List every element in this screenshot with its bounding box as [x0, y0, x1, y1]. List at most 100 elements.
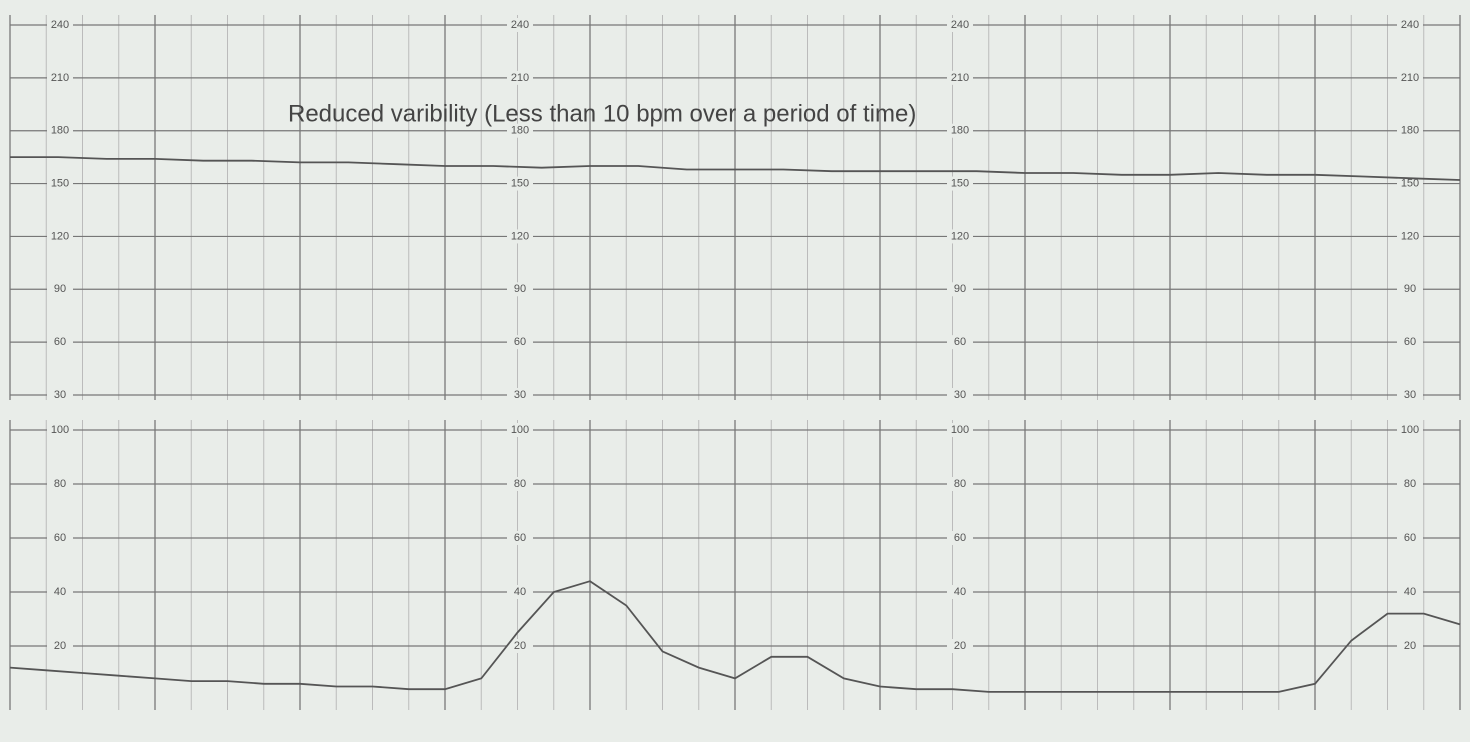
tick-label-bg — [47, 585, 73, 599]
tick-label-bg — [47, 176, 73, 191]
y-tick-label: 60 — [954, 532, 966, 544]
tick-label-bg — [507, 423, 533, 437]
y-tick-label: 240 — [951, 19, 969, 31]
tick-label-bg — [1397, 388, 1423, 402]
tick-label-bg — [47, 335, 73, 350]
y-tick-label: 30 — [54, 389, 66, 401]
y-tick-label: 60 — [54, 532, 66, 544]
tick-label-bg — [947, 123, 973, 138]
tick-label-bg — [947, 18, 973, 32]
tick-label-bg — [1397, 70, 1423, 85]
y-tick-label: 30 — [1404, 389, 1416, 401]
y-tick-label: 120 — [951, 230, 969, 242]
tick-label-bg — [947, 423, 973, 437]
y-tick-label: 90 — [954, 283, 966, 295]
tick-label-bg — [47, 70, 73, 85]
vertical-grid — [9, 15, 1461, 710]
y-tick-label: 150 — [951, 177, 969, 189]
y-tick-label: 60 — [954, 336, 966, 348]
tick-label-bg — [1397, 477, 1423, 491]
tick-label-bg — [507, 335, 533, 350]
tick-label-bg — [507, 282, 533, 297]
tick-label-bg — [507, 585, 533, 599]
tick-label-bg — [1397, 423, 1423, 437]
y-tick-label: 240 — [51, 19, 69, 31]
y-tick-label: 180 — [951, 125, 969, 137]
y-tick-label: 100 — [1401, 424, 1419, 436]
tick-label-bg — [947, 176, 973, 191]
y-tick-label: 210 — [951, 72, 969, 84]
tick-label-bg — [47, 18, 73, 32]
tick-label-bg — [947, 585, 973, 599]
y-tick-label: 80 — [954, 478, 966, 490]
tick-label-bg — [1397, 335, 1423, 350]
y-tick-label: 150 — [511, 177, 529, 189]
tick-label-bg — [1397, 176, 1423, 191]
annotation: Reduced varibility (Less than 10 bpm ove… — [288, 100, 916, 127]
y-tick-label: 20 — [514, 640, 526, 652]
tick-label-bg — [947, 282, 973, 297]
tick-label-bg — [507, 70, 533, 85]
y-tick-label: 120 — [1401, 230, 1419, 242]
trace — [9, 580, 1461, 693]
y-tick-label: 210 — [1401, 72, 1419, 84]
y-tick-label: 180 — [1401, 125, 1419, 137]
tick-label-bg — [1397, 18, 1423, 32]
y-tick-label: 30 — [954, 389, 966, 401]
tick-label-bg — [507, 531, 533, 545]
tick-label-bg — [947, 639, 973, 653]
tick-label-bg — [507, 123, 533, 138]
y-tick-label: 60 — [54, 336, 66, 348]
y-tick-label: 40 — [954, 586, 966, 598]
tick-label-bg — [507, 639, 533, 653]
tick-label-bg — [1397, 123, 1423, 138]
y-tick-label: 40 — [514, 586, 526, 598]
y-tick-label: 120 — [511, 230, 529, 242]
y-tick-label: 60 — [1404, 336, 1416, 348]
tick-label-bg — [947, 70, 973, 85]
y-tick-label: 180 — [51, 125, 69, 137]
y-tick-label: 240 — [511, 19, 529, 31]
tick-label-bg — [1397, 531, 1423, 545]
tick-label-bg — [47, 423, 73, 437]
tick-label-bg — [47, 477, 73, 491]
tick-label-bg — [1397, 639, 1423, 653]
y-tick-label: 100 — [51, 424, 69, 436]
y-tick-label: 20 — [54, 640, 66, 652]
y-tick-label: 80 — [1404, 478, 1416, 490]
tick-label-bg — [947, 477, 973, 491]
tick-label-bg — [47, 229, 73, 244]
y-tick-label: 20 — [954, 640, 966, 652]
tick-label-bg — [507, 477, 533, 491]
tick-label-bg — [47, 123, 73, 138]
y-tick-label: 100 — [951, 424, 969, 436]
y-tick-label: 180 — [511, 125, 529, 137]
y-tick-label: 210 — [51, 72, 69, 84]
y-tick-label: 90 — [1404, 283, 1416, 295]
y-tick-label: 40 — [54, 586, 66, 598]
y-tick-label: 60 — [514, 336, 526, 348]
tick-label-bg — [947, 531, 973, 545]
tick-label-bg — [947, 388, 973, 402]
tick-label-bg — [1397, 229, 1423, 244]
y-tick-label: 40 — [1404, 586, 1416, 598]
tick-label-bg — [47, 531, 73, 545]
y-tick-label: 20 — [1404, 640, 1416, 652]
tick-label-bg — [47, 282, 73, 297]
tick-label-bg — [47, 388, 73, 402]
y-tick-label: 60 — [1404, 532, 1416, 544]
y-tick-label: 30 — [514, 389, 526, 401]
tick-label-bg — [1397, 282, 1423, 297]
tick-label-bg — [507, 229, 533, 244]
tick-label-bg — [947, 335, 973, 350]
tick-label-bg — [1397, 585, 1423, 599]
y-tick-label: 90 — [54, 283, 66, 295]
tick-label-bg — [507, 388, 533, 402]
y-tick-label: 210 — [511, 72, 529, 84]
tick-label-bg — [507, 18, 533, 32]
y-tick-label: 240 — [1401, 19, 1419, 31]
y-tick-label: 150 — [51, 177, 69, 189]
y-tick-label: 60 — [514, 532, 526, 544]
y-tick-label: 150 — [1401, 177, 1419, 189]
